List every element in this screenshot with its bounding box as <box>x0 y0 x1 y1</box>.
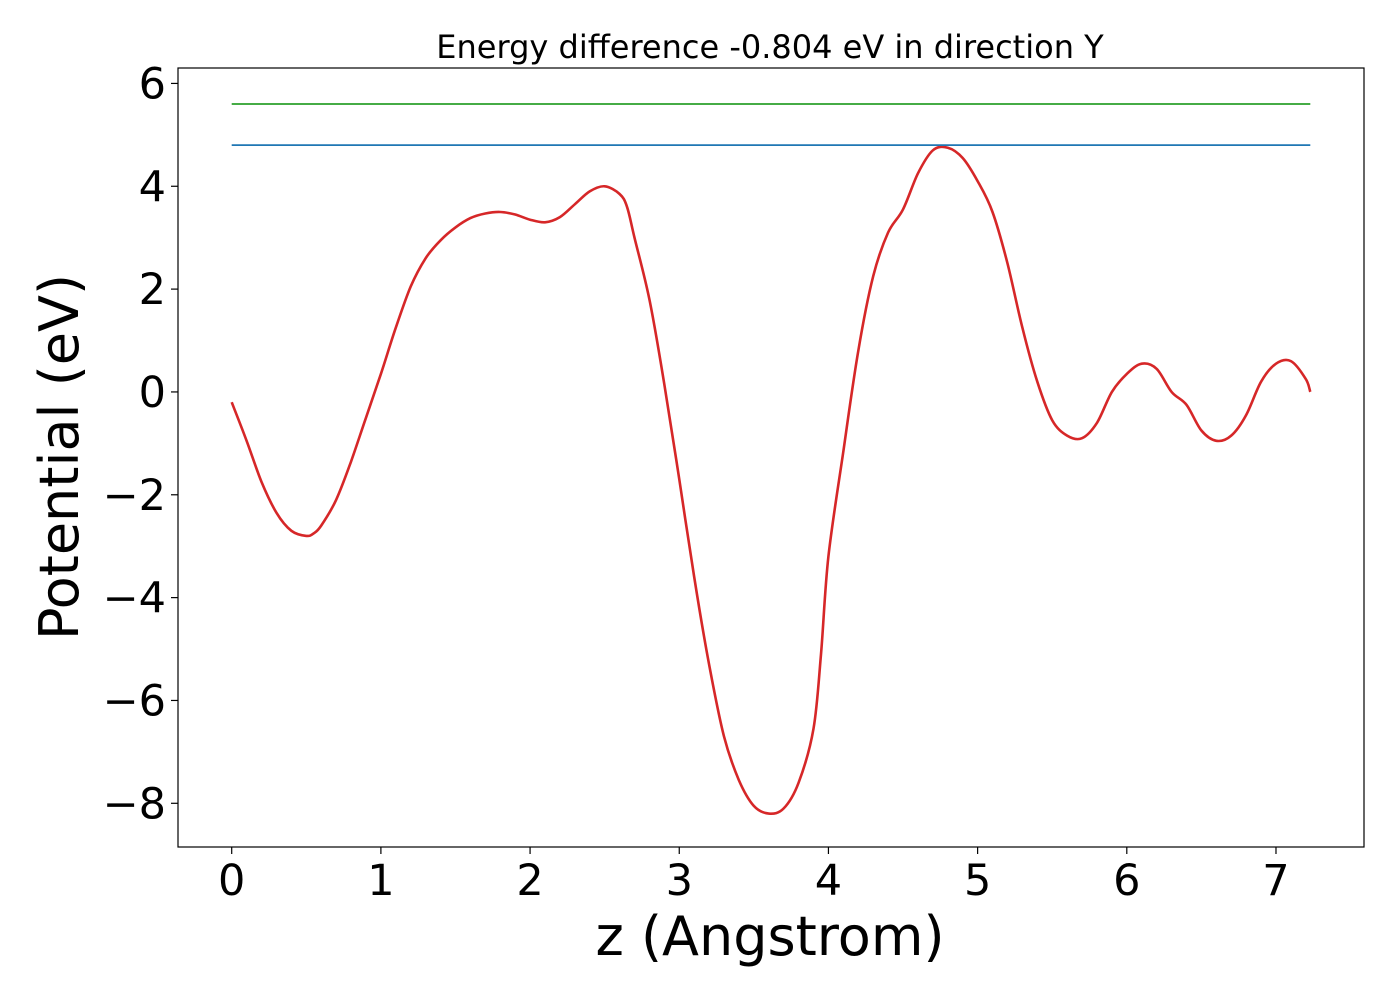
x-tick-label: 4 <box>815 856 842 906</box>
x-tick-label: 2 <box>516 856 543 906</box>
y-tick-label: 4 <box>139 162 166 212</box>
y-tick-label: −8 <box>103 779 166 829</box>
x-axis-label: z (Angstrom) <box>595 905 944 968</box>
potential-curve <box>230 145 1312 816</box>
x-tick-label: 6 <box>1113 856 1140 906</box>
y-tick-label: −4 <box>103 574 166 624</box>
series-layer <box>230 103 1312 816</box>
plot-frame <box>177 67 1365 848</box>
y-ticks: 6 4 2 0 −2 −4 −6 −8 <box>103 59 178 829</box>
y-tick-label: −6 <box>103 676 166 726</box>
y-tick-label: 2 <box>139 265 166 315</box>
x-tick-label: 7 <box>1262 856 1289 906</box>
y-tick-label: −2 <box>103 471 166 521</box>
x-ticks: 0 1 2 3 4 5 6 7 <box>218 847 1290 906</box>
x-tick-label: 5 <box>964 856 991 906</box>
x-tick-label: 0 <box>218 856 245 906</box>
chart-title: Energy difference -0.804 eV in direction… <box>436 28 1104 66</box>
x-tick-label: 1 <box>367 856 394 906</box>
y-axis-label: Potential (eV) <box>28 274 91 640</box>
y-tick-label: 0 <box>139 368 166 418</box>
x-tick-label: 3 <box>666 856 693 906</box>
y-tick-label: 6 <box>139 59 166 109</box>
